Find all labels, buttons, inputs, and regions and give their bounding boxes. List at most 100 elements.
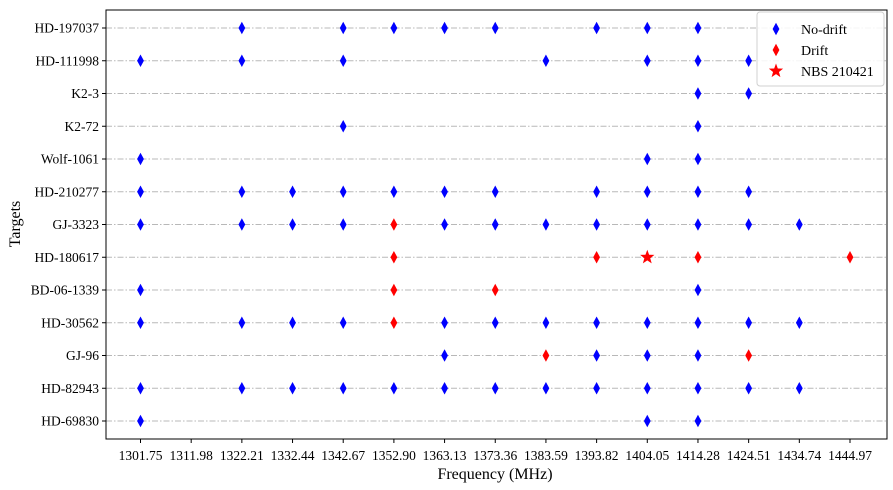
y-axis: HD-197037 HD-111998 K2-3 K2-72 Wolf-1061 HD-2… <box>31 21 106 429</box>
no-drift-point <box>137 381 144 395</box>
y-tick-label: HD-210277 <box>35 184 100 199</box>
y-tick-label: HD-180617 <box>35 250 100 265</box>
no-drift-point <box>593 349 601 362</box>
x-tick-label: 1424.51 <box>727 448 771 463</box>
drift-point <box>390 218 398 231</box>
no-drift-point <box>137 414 144 428</box>
y-tick-label: K2-72 <box>65 119 100 134</box>
no-drift-point <box>289 316 296 330</box>
no-drift-point <box>593 381 601 395</box>
no-drift-point <box>593 21 601 35</box>
drift-point <box>593 250 601 264</box>
x-axis: 1301.75 1311.98 1322.21 1332.44 1342.67 1352.… <box>119 439 872 463</box>
data-points <box>137 21 854 428</box>
no-drift-point <box>694 218 702 231</box>
legend-drift-icon <box>772 43 780 57</box>
no-drift-point <box>694 54 702 68</box>
x-tick-label: 1301.75 <box>119 448 163 463</box>
y-tick-label: GJ-96 <box>66 348 99 363</box>
legend-label-nbs-210421: NBS 210421 <box>801 65 874 80</box>
no-drift-point <box>491 316 499 330</box>
no-drift-point <box>694 185 702 199</box>
no-drift-point <box>137 185 144 199</box>
no-drift-point <box>643 381 651 395</box>
drift-point <box>390 316 398 330</box>
drift-point <box>491 283 499 297</box>
no-drift-point <box>694 316 702 330</box>
y-tick-label: GJ-3323 <box>53 217 100 232</box>
no-drift-point <box>390 381 398 395</box>
x-tick-label: 1434.74 <box>777 448 821 463</box>
no-drift-point <box>137 316 144 330</box>
no-drift-point <box>339 185 347 199</box>
no-drift-point <box>694 152 702 166</box>
x-tick-label: 1342.67 <box>321 448 365 463</box>
no-drift-point <box>593 218 601 231</box>
legend-label-no-drift: No-drift <box>801 23 847 38</box>
x-tick-label: 1383.59 <box>524 448 568 463</box>
no-drift-point <box>339 316 347 330</box>
x-tick-label: 1393.82 <box>575 448 619 463</box>
no-drift-point <box>238 21 246 35</box>
x-axis-title: Frequency (MHz) <box>437 466 552 483</box>
no-drift-point <box>643 349 651 362</box>
no-drift-point <box>643 316 651 330</box>
no-drift-point <box>542 381 550 395</box>
no-drift-point <box>694 381 702 395</box>
no-drift-point <box>694 87 702 100</box>
no-drift-point <box>137 218 144 231</box>
x-tick-label: 1444.97 <box>828 448 872 463</box>
grid-lines <box>106 27 887 422</box>
no-drift-point <box>289 218 296 231</box>
y-tick-label: BD-06-1339 <box>31 283 99 298</box>
no-drift-point <box>339 21 347 35</box>
no-drift-point <box>238 316 246 330</box>
no-drift-point <box>745 87 753 100</box>
y-tick-label: HD-111998 <box>36 53 100 68</box>
y-tick-label: HD-69830 <box>41 414 99 429</box>
no-drift-point <box>694 414 702 428</box>
x-tick-label: 1352.90 <box>372 448 416 463</box>
no-drift-point <box>238 185 246 199</box>
y-tick-label: HD-82943 <box>41 381 99 396</box>
no-drift-point <box>542 218 550 231</box>
x-tick-label: 1373.36 <box>473 448 517 463</box>
legend-star-icon <box>768 63 784 78</box>
no-drift-point <box>694 119 702 133</box>
legend-box <box>756 11 885 87</box>
legend-no-drift-icon <box>772 22 780 36</box>
no-drift-point <box>694 21 702 35</box>
drift-point <box>390 283 398 297</box>
no-drift-point <box>441 349 448 362</box>
no-drift-point <box>795 316 803 330</box>
no-drift-point <box>745 316 753 330</box>
no-drift-point <box>643 185 651 199</box>
no-drift-point <box>745 381 753 395</box>
x-tick-label: 1414.28 <box>676 448 720 463</box>
no-drift-point <box>643 152 651 166</box>
no-drift-point <box>593 316 601 330</box>
nbs-star-point <box>640 249 655 264</box>
x-tick-label: 1311.98 <box>169 448 213 463</box>
no-drift-point <box>491 381 499 395</box>
no-drift-point <box>643 414 651 428</box>
no-drift-point <box>339 119 347 133</box>
no-drift-point <box>491 218 499 231</box>
no-drift-point <box>795 381 803 395</box>
no-drift-point <box>694 349 702 362</box>
no-drift-point <box>745 218 753 231</box>
no-drift-point <box>441 381 448 395</box>
y-tick-label: HD-197037 <box>35 21 100 36</box>
x-tick-label: 1404.05 <box>625 448 669 463</box>
x-tick-label: 1363.13 <box>423 448 467 463</box>
no-drift-point <box>238 218 246 231</box>
no-drift-point <box>289 185 296 199</box>
drift-point <box>846 250 854 264</box>
no-drift-point <box>593 185 601 199</box>
no-drift-point <box>491 21 499 35</box>
y-tick-label: HD-30562 <box>41 315 99 330</box>
no-drift-point <box>238 381 246 395</box>
no-drift-point <box>137 54 144 68</box>
no-drift-point <box>745 185 753 199</box>
